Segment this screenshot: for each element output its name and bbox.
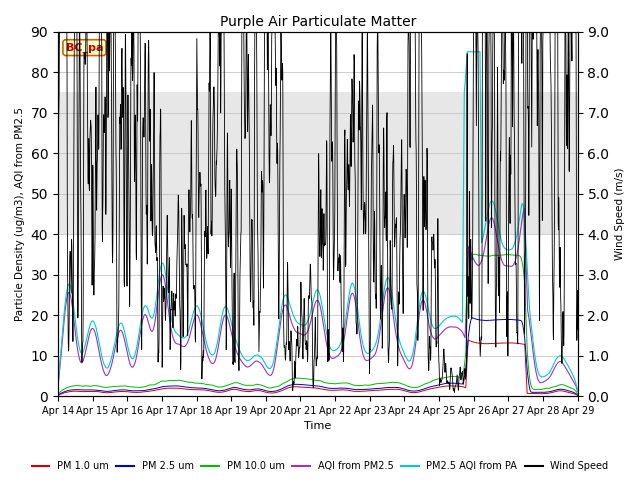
Legend: PM 1.0 um, PM 2.5 um, PM 10.0 um, AQI from PM2.5, PM2.5 AQI from PA, Wind Speed: PM 1.0 um, PM 2.5 um, PM 10.0 um, AQI fr… bbox=[28, 457, 612, 475]
Bar bbox=[58, 92, 578, 234]
Text: BC_pa: BC_pa bbox=[66, 43, 103, 53]
Title: Purple Air Particulate Matter: Purple Air Particulate Matter bbox=[220, 15, 416, 29]
Y-axis label: Particle Density (ug/m3), AQI from PM2.5: Particle Density (ug/m3), AQI from PM2.5 bbox=[15, 107, 25, 321]
Y-axis label: Wind Speed (m/s): Wind Speed (m/s) bbox=[615, 168, 625, 260]
X-axis label: Time: Time bbox=[304, 421, 332, 432]
